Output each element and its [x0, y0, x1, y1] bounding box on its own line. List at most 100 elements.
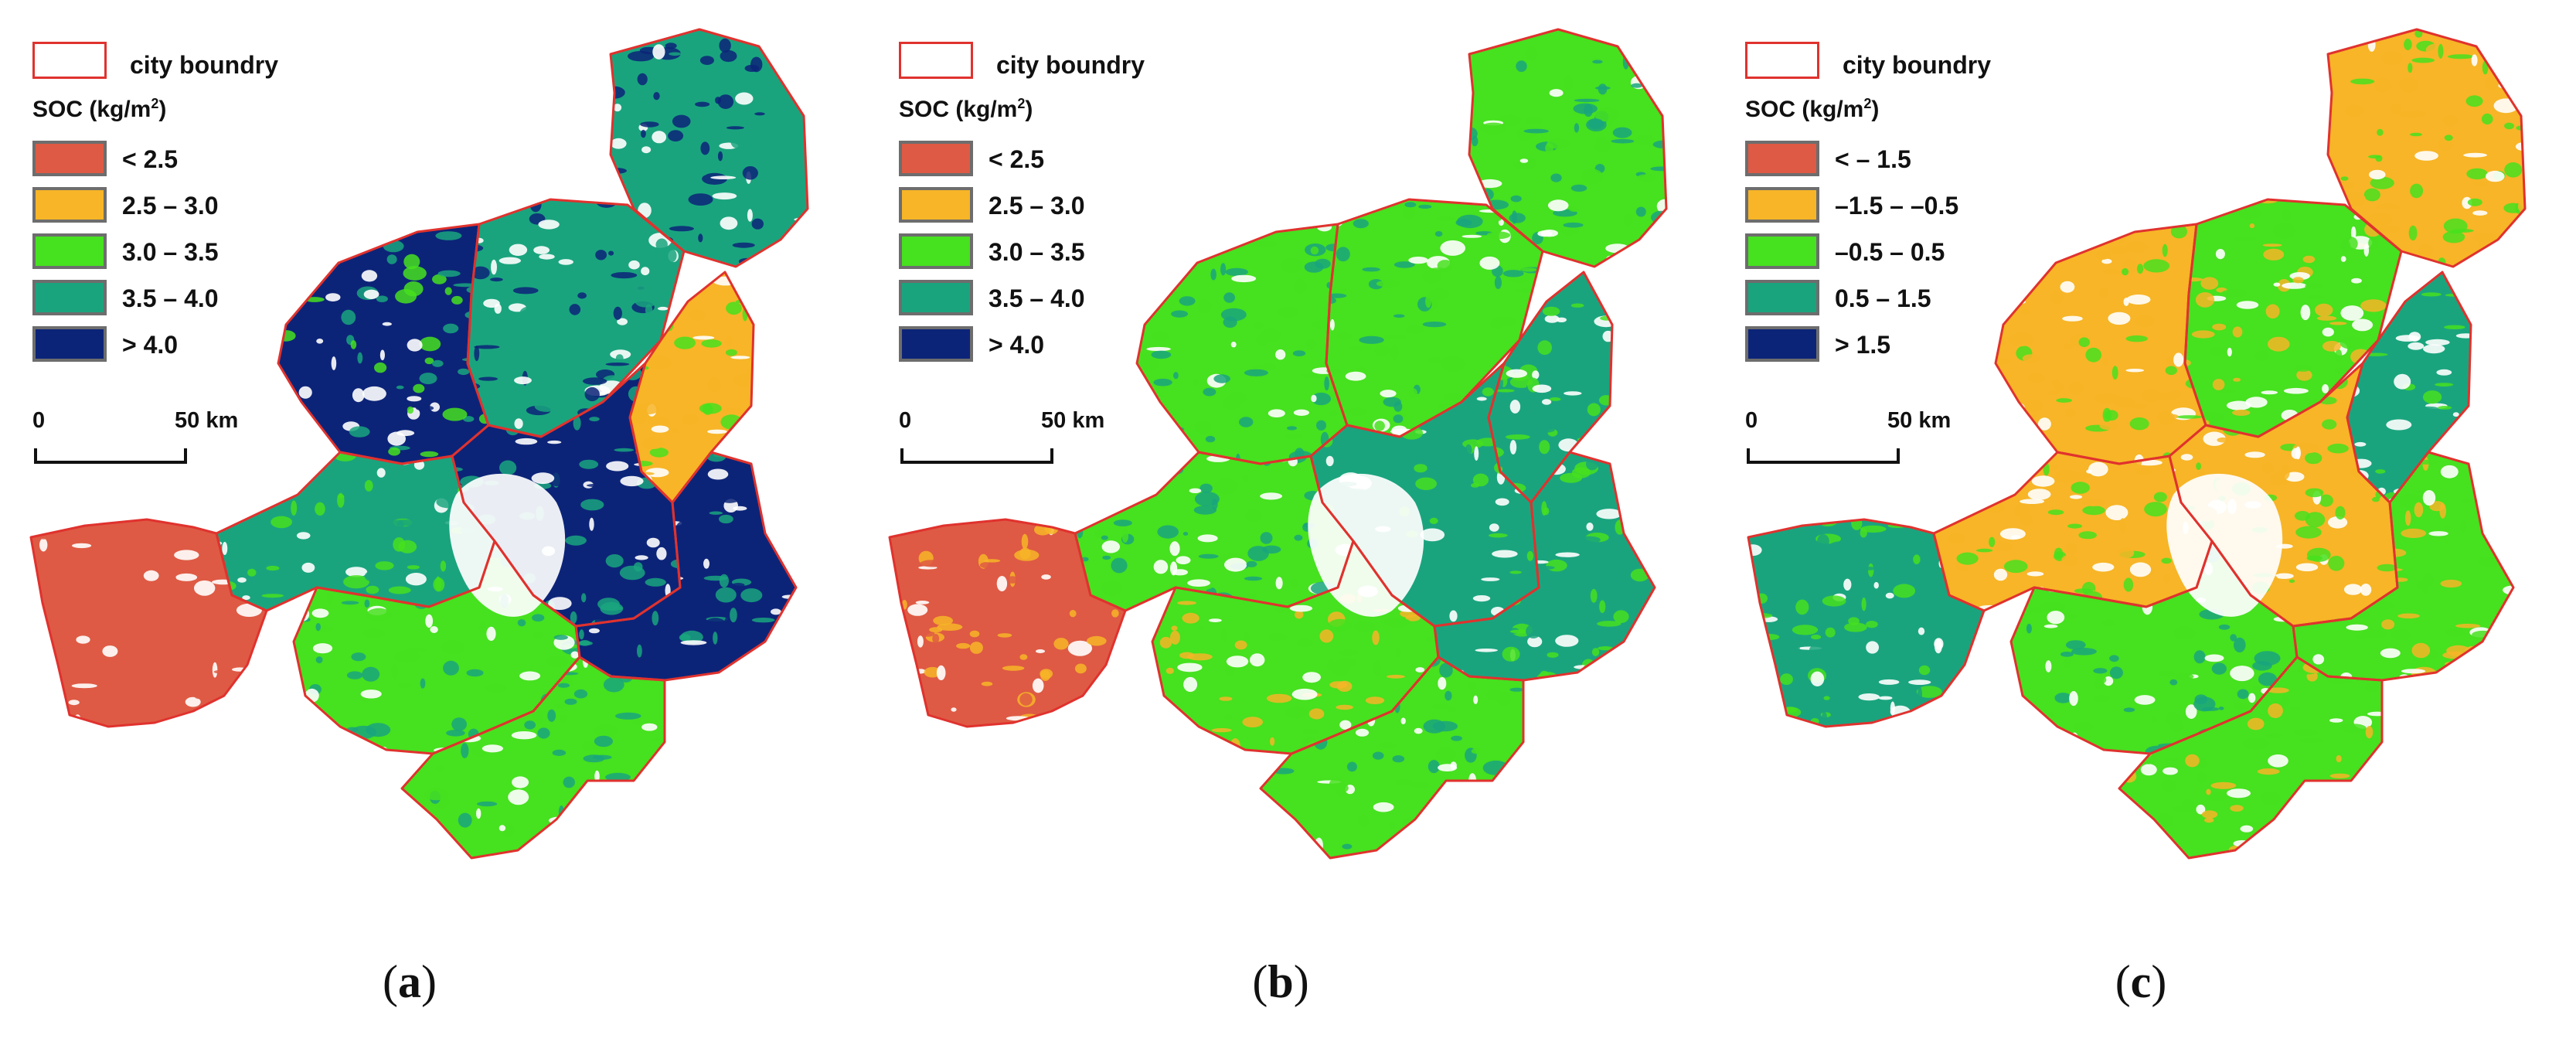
- legend-label: > 4.0: [122, 331, 179, 359]
- legend-class-3: 3.0 – 3.5: [32, 233, 326, 280]
- legend-label: 3.0 – 3.5: [122, 238, 219, 266]
- city-boundary-line: [609, 28, 809, 268]
- district-fill: [1261, 657, 1523, 858]
- city-boundary-label: city boundry: [996, 51, 1145, 79]
- soc-map-c: [1747, 28, 2527, 860]
- scale-bar: 0 50 km: [1745, 408, 1951, 470]
- legend-swatch: [899, 141, 973, 176]
- legend-class-1: < 2.5: [899, 141, 1193, 187]
- legend-label: < – 1.5: [1835, 145, 1911, 173]
- map-panel-c: city boundry SOC (kg/m2) < – 1.5 –1.5 – …: [1717, 0, 2576, 1042]
- scale-bar-line: [34, 448, 187, 464]
- city-boundary-line: [1468, 28, 1668, 268]
- legend-swatch: [1745, 141, 1819, 176]
- legend-swatch: [1745, 326, 1819, 362]
- legend-class-5: > 1.5: [1745, 326, 2039, 373]
- legend-class-2: –1.5 – –0.5: [1745, 187, 2039, 233]
- panel-caption: (b): [1252, 956, 1309, 1007]
- legend-class-3: –0.5 – 0.5: [1745, 233, 2039, 280]
- legend-swatch: [1745, 187, 1819, 223]
- legend-class-5: > 4.0: [899, 326, 1193, 373]
- city-boundary-line: [400, 656, 666, 860]
- city-boundary-line: [1747, 518, 1986, 728]
- legend-label: –1.5 – –0.5: [1835, 192, 1959, 220]
- scale-bar-zero-label: 0: [899, 408, 912, 433]
- district-fill: [402, 657, 665, 858]
- district-texture: [1469, 29, 1666, 264]
- legend-label: > 1.5: [1835, 331, 1891, 359]
- legend-label: 3.5 – 4.0: [122, 284, 219, 312]
- legend-swatch: [899, 233, 973, 269]
- legend-swatch: [899, 280, 973, 315]
- legend-label: 2.5 – 3.0: [122, 192, 219, 220]
- scale-bar: 0 50 km: [32, 408, 238, 470]
- city-boundary-swatch: [1745, 42, 1819, 79]
- district-fill: [216, 452, 495, 611]
- city-boundary-label: city boundry: [130, 51, 279, 79]
- panel-caption: (c): [2115, 956, 2167, 1007]
- legend-label: < 2.5: [989, 145, 1045, 173]
- district-fill: [890, 519, 1125, 727]
- soc-map-b: [888, 28, 1668, 860]
- legend-title: SOC (kg/m2): [32, 96, 167, 122]
- legend-label: < 2.5: [122, 145, 179, 173]
- legend-class-list: < 2.5 2.5 – 3.0 3.0 – 3.5 3.5 – 4.0 > 4.…: [899, 141, 1193, 373]
- legend-swatch: [32, 326, 107, 362]
- city-boundary-swatch: [899, 42, 973, 79]
- legend-class-1: < 2.5: [32, 141, 326, 187]
- scale-bar-line: [1747, 448, 1900, 464]
- legend-label: –0.5 – 0.5: [1835, 238, 1945, 266]
- soc-map-a: [29, 28, 809, 860]
- legend-label: 0.5 – 1.5: [1835, 284, 1931, 312]
- legend-title: SOC (kg/m2): [899, 96, 1033, 122]
- district-fill: [1075, 452, 1353, 611]
- map-panel-a: city boundry SOC (kg/m2) < 2.5 2.5 – 3.0…: [0, 0, 859, 1042]
- legend-class-2: 2.5 – 3.0: [32, 187, 326, 233]
- panel-caption: (a): [383, 956, 437, 1007]
- legend-title: SOC (kg/m2): [1745, 96, 1880, 122]
- scale-bar-distance-label: 50 km: [175, 408, 239, 433]
- scale-bar-distance-label: 50 km: [1041, 408, 1105, 433]
- scale-bar-zero-label: 0: [1745, 408, 1758, 433]
- legend-class-list: < 2.5 2.5 – 3.0 3.0 – 3.5 3.5 – 4.0 > 4.…: [32, 141, 326, 373]
- legend-swatch: [32, 141, 107, 176]
- legend-swatch: [1745, 280, 1819, 315]
- legend-label: 3.0 – 3.5: [989, 238, 1085, 266]
- scale-bar-distance-label: 50 km: [1887, 408, 1952, 433]
- district-fill: [1469, 29, 1666, 267]
- legend-class-1: < – 1.5: [1745, 141, 2039, 187]
- legend-swatch: [899, 187, 973, 223]
- legend-label: > 4.0: [989, 331, 1045, 359]
- scale-bar: 0 50 km: [899, 408, 1104, 470]
- city-boundary-line: [2326, 28, 2527, 268]
- scale-bar-line: [900, 448, 1053, 464]
- legend-class-4: 3.5 – 4.0: [899, 280, 1193, 326]
- urban-area: [449, 473, 566, 617]
- district-fill: [2185, 199, 2401, 437]
- district-fill: [1996, 224, 2206, 464]
- district-fill: [2293, 452, 2513, 680]
- legend-swatch: [32, 187, 107, 223]
- map-panel-b: city boundry SOC (kg/m2) < 2.5 2.5 – 3.0…: [859, 0, 1717, 1042]
- city-boundary-line: [29, 518, 268, 728]
- city-boundary-line: [2118, 656, 2384, 860]
- urban-area: [1308, 473, 1424, 617]
- city-boundary-swatch: [32, 42, 107, 79]
- city-boundary-line: [1259, 656, 1525, 860]
- legend-class-4: 0.5 – 1.5: [1745, 280, 2039, 326]
- legend-class-5: > 4.0: [32, 326, 326, 373]
- legend-class-4: 3.5 – 4.0: [32, 280, 326, 326]
- legend-class-3: 3.0 – 3.5: [899, 233, 1193, 280]
- legend-swatch: [1745, 233, 1819, 269]
- city-boundary-label: city boundry: [1843, 51, 1992, 79]
- legend-swatch: [899, 326, 973, 362]
- legend-swatch: [32, 280, 107, 315]
- legend-swatch: [32, 233, 107, 269]
- legend-class-2: 2.5 – 3.0: [899, 187, 1193, 233]
- scale-bar-zero-label: 0: [32, 408, 46, 433]
- city-boundary-line: [888, 518, 1127, 728]
- urban-area: [2166, 473, 2283, 617]
- legend-label: 3.5 – 4.0: [989, 284, 1085, 312]
- legend-class-list: < – 1.5 –1.5 – –0.5 –0.5 – 0.5 0.5 – 1.5…: [1745, 141, 2039, 373]
- legend-label: 2.5 – 3.0: [989, 192, 1085, 220]
